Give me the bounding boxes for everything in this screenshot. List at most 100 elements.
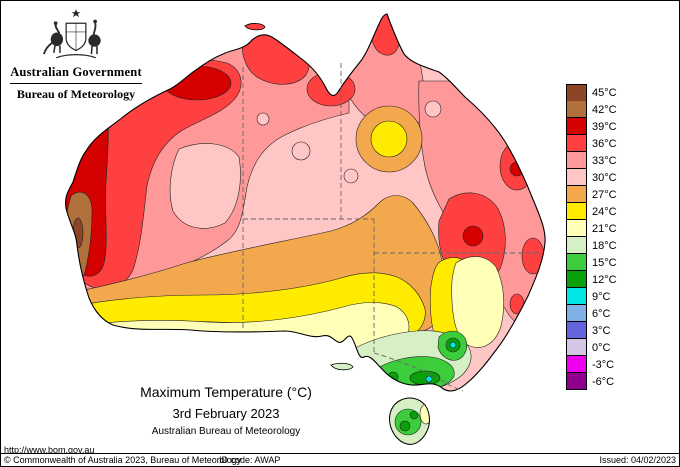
region-30c [169, 143, 241, 229]
island-kangaroo [330, 362, 354, 371]
legend-entry: 27°C [566, 186, 617, 203]
region-24c-anomaly [370, 120, 408, 158]
legend-entry: 42°C [566, 101, 617, 118]
region-30c [343, 168, 359, 184]
legend-label: 21°C [592, 222, 617, 235]
legend-swatch [566, 186, 587, 203]
coat-of-arms-icon [43, 9, 101, 59]
legend-swatch [566, 322, 587, 339]
crest-kangaroo-head [53, 21, 58, 26]
map-org: Australian Bureau of Meteorology [151, 426, 301, 437]
legend-entry: 12°C [566, 271, 617, 288]
legend-swatch [566, 254, 587, 271]
legend-entry: 6°C [566, 305, 617, 322]
legend-entry: -3°C [566, 356, 617, 373]
legend-swatch [566, 356, 587, 373]
crest-emu-head [93, 19, 97, 24]
legend-swatch [566, 118, 587, 135]
legend-swatch [566, 203, 587, 220]
crest-kangaroo-legs [53, 45, 61, 54]
legend-swatch [566, 83, 587, 102]
region-30c [291, 141, 311, 161]
legend-entry: 24°C [566, 203, 617, 220]
legend-label: 30°C [592, 171, 617, 184]
legend-entry: 3°C [566, 322, 617, 339]
legend-label: 6°C [592, 307, 611, 320]
legend-label: 36°C [592, 137, 617, 150]
crest-shield-quarters [66, 23, 86, 51]
legend-swatch [566, 373, 587, 390]
legend-label: 42°C [592, 103, 617, 116]
legend-swatch [566, 288, 587, 305]
legend-entry: 9°C [566, 288, 617, 305]
legend-swatch [566, 237, 587, 254]
region-39c [162, 65, 232, 101]
legend-label: 0°C [592, 341, 611, 354]
bureau-title: Bureau of Meteorology [16, 87, 136, 101]
legend-entry: 36°C [566, 135, 617, 152]
legend-entry: -6°C [566, 373, 617, 390]
legend-label: 12°C [592, 273, 617, 286]
legend-label: 33°C [592, 154, 617, 167]
crest-kangaroo-neck [54, 23, 61, 34]
legend-swatch [566, 152, 587, 169]
legend-label: -6°C [592, 375, 615, 388]
region-12c-tas [399, 420, 411, 432]
legend-entry: 18°C [566, 237, 617, 254]
legend-entry: 15°C [566, 254, 617, 271]
legend-swatch [566, 169, 587, 186]
legend-label: 24°C [592, 205, 617, 218]
region-12c [409, 370, 441, 386]
government-title: Australian Government [10, 65, 142, 79]
map-title: Maximum Temperature (°C) [140, 384, 312, 400]
legend: 45°C 42°C 39°C 36°C 33°C 30°C 27°C 24°C 21°C 18°C… [566, 83, 617, 390]
legend-label: 27°C [592, 188, 617, 201]
legend-entry: 45°C [566, 83, 617, 102]
legend-label: 18°C [592, 239, 617, 252]
crest-emu-legs [90, 46, 98, 55]
legend-entry: 0°C [566, 339, 617, 356]
region-9c [425, 375, 433, 383]
region-30c [256, 112, 270, 126]
tasmania-coastline [389, 397, 430, 445]
region-12c-tas [409, 410, 419, 420]
state-borders [242, 63, 541, 392]
legend-swatch [566, 305, 587, 322]
footer-bar: © Commonwealth of Australia 2023, Bureau… [1, 453, 679, 466]
legend-swatch [566, 339, 587, 356]
id-code-text: ID code: AWAP [219, 455, 281, 465]
legend-swatch [566, 135, 587, 152]
bom-url: http://www.bom.gov.au [4, 445, 95, 455]
crest-kangaroo [50, 32, 64, 47]
legend-entry: 30°C [566, 169, 617, 186]
legend-entry: 33°C [566, 152, 617, 169]
border-nsw-vic [373, 352, 464, 392]
region-9c [449, 341, 457, 349]
legend-swatch [566, 271, 587, 288]
region-36c [509, 293, 525, 315]
legend-label: 9°C [592, 290, 611, 303]
header: Australian Government Bureau of Meteorol… [9, 7, 143, 102]
region-30c [424, 100, 442, 118]
legend-label: 3°C [592, 324, 611, 337]
island-melville [244, 23, 266, 31]
title-block: Maximum Temperature (°C) 3rd February 20… [41, 384, 411, 437]
header-divider [10, 83, 142, 84]
copyright-text: © Commonwealth of Australia 2023, Bureau… [4, 455, 242, 465]
legend-label: 39°C [592, 120, 617, 133]
issued-text: Issued: 04/02/2023 [599, 455, 676, 465]
region-21c [451, 256, 505, 348]
legend-entry: 21°C [566, 220, 617, 237]
legend-entry: 39°C [566, 118, 617, 135]
mainland-coastline [65, 13, 546, 392]
legend-label: 15°C [592, 256, 617, 269]
region-39c [462, 225, 484, 247]
crest-emu [88, 34, 101, 47]
legend-label: -3°C [592, 358, 615, 371]
legend-swatch [566, 220, 587, 237]
legend-label: 45°C [592, 86, 617, 99]
map-date: 3rd February 2023 [172, 406, 280, 421]
region-36c [521, 237, 545, 275]
crest-emu-neck [92, 21, 97, 36]
